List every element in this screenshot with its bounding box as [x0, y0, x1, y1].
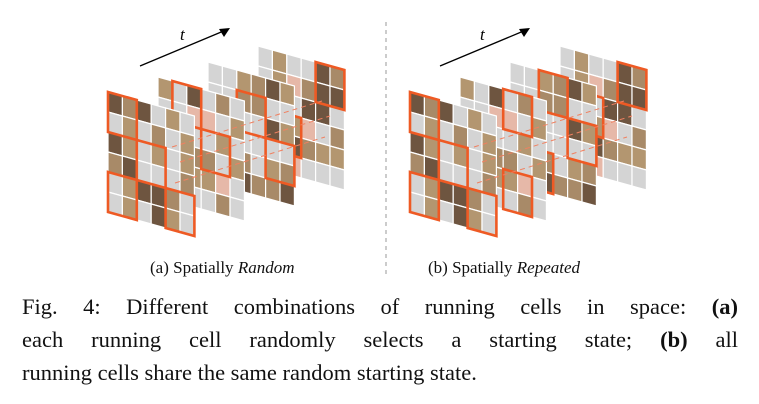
- frame-cell: [631, 165, 647, 191]
- frame-cell: [150, 203, 167, 229]
- running-cell-highlight: [616, 60, 648, 112]
- frame-cell: [617, 161, 633, 187]
- video-frame-grid: [106, 90, 196, 238]
- temporal-link: [481, 115, 633, 163]
- frame-cell: [200, 188, 217, 214]
- temporal-link: [476, 136, 628, 184]
- time-arrowhead: [519, 28, 530, 37]
- frame-cell: [300, 157, 317, 183]
- caption-line-1: Fig. 4: Different combinations of runnin…: [22, 294, 738, 319]
- figure-caption: Fig. 4: Different combinations of runnin…: [22, 290, 738, 389]
- caption-line-3: running cells share the same random star…: [22, 360, 477, 385]
- temporal-link: [174, 136, 326, 184]
- temporal-link: [473, 100, 625, 148]
- running-cell-highlight: [408, 170, 441, 222]
- caption-line-2: each running cell randomly selects a sta…: [22, 327, 738, 352]
- running-cell-highlight: [164, 186, 196, 238]
- frame-cell: [329, 165, 345, 191]
- frame-cell: [567, 177, 583, 203]
- time-arrow: [139, 29, 227, 67]
- running-cell-highlight: [501, 167, 534, 219]
- time-arrowhead: [219, 28, 230, 37]
- frame-cell: [552, 173, 569, 199]
- temporal-link: [179, 115, 331, 163]
- frame-cell: [250, 173, 267, 199]
- running-cell-highlight: [501, 87, 534, 139]
- running-cell-highlight: [566, 116, 598, 168]
- panel-spatially-random: t: [106, 25, 346, 238]
- running-cell-highlight: [466, 186, 498, 238]
- running-cell-highlight: [264, 136, 296, 188]
- video-frame-grid: [408, 90, 498, 238]
- panel-spatially-repeated: t: [408, 25, 648, 238]
- time-arrow: [439, 29, 527, 67]
- frame-cell: [581, 181, 597, 207]
- running-cell-highlight: [314, 60, 346, 112]
- frame-cell: [315, 161, 331, 187]
- running-cell-highlight: [106, 170, 139, 222]
- frame-cell: [438, 199, 454, 225]
- subcaption-b: (b) Spatially Repeated: [428, 258, 581, 277]
- time-axis-label: t: [480, 25, 486, 44]
- figure-illustration: t t: [106, 22, 648, 278]
- frame-cell: [602, 157, 619, 183]
- time-axis-label: t: [180, 25, 186, 44]
- frame-cell: [215, 192, 231, 218]
- temporal-link: [171, 100, 323, 148]
- subcaption-a: (a) Spatially Random: [150, 258, 295, 277]
- frame-cell: [229, 196, 245, 222]
- frame-cell: [136, 199, 152, 225]
- frame-cell: [531, 196, 547, 222]
- frame-cell: [452, 203, 469, 229]
